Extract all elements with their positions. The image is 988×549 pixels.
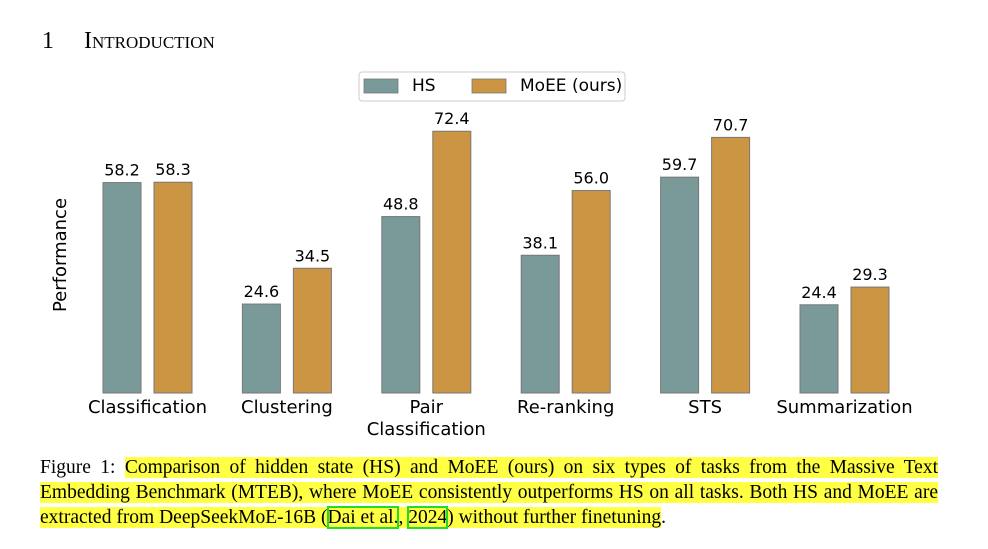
value-label: 56.0 (573, 169, 609, 188)
x-tick-label: Classification (88, 397, 207, 418)
value-label: 48.8 (383, 195, 419, 214)
bar (520, 254, 560, 394)
bar (571, 190, 611, 394)
value-label: 70.7 (713, 115, 749, 134)
section-number: 1 (42, 28, 54, 54)
x-tick-label: Clustering (241, 397, 333, 418)
legend-label: HS (412, 76, 436, 96)
value-label: 38.1 (522, 233, 558, 252)
bar (292, 267, 332, 394)
x-tick-label: STS (688, 397, 722, 418)
value-label: 58.3 (155, 160, 191, 179)
bar (102, 182, 142, 394)
bar (381, 216, 421, 394)
bar (711, 136, 751, 394)
bar (799, 304, 839, 394)
value-label: 24.4 (801, 283, 837, 302)
section-title: Introduction (84, 28, 215, 54)
caption-label: Figure 1: (40, 457, 116, 478)
figure: 1 Introduction Performance HS MoEE (ours)… (42, 28, 913, 440)
citation-sep: , (398, 507, 409, 528)
bar (432, 130, 472, 394)
x-tick-label: Summarization (776, 397, 912, 418)
caption-text-end: ) without further finetuning (447, 507, 662, 528)
citation-year[interactable]: 2024 (407, 506, 449, 529)
x-tick-label: Pair Classification (367, 397, 486, 440)
citation-author[interactable]: Dai et al. (326, 506, 400, 529)
bar (241, 303, 281, 394)
caption-period: . (661, 507, 667, 528)
legend-label: MoEE (ours) (520, 76, 622, 96)
bar (153, 181, 193, 394)
bar (660, 176, 700, 394)
value-label: 24.6 (244, 282, 280, 301)
legend-swatch (363, 78, 399, 94)
caption-text: Comparison of hidden state (HS) and MoEE… (40, 457, 938, 528)
caption: Figure 1: Comparison of hidden state (HS… (40, 455, 938, 530)
x-tick-label: Re-ranking (517, 397, 614, 418)
value-label: 34.5 (295, 246, 331, 265)
value-label: 72.4 (434, 109, 470, 128)
legend-swatch (471, 78, 507, 94)
bar (850, 286, 890, 394)
value-label: 59.7 (662, 155, 698, 174)
value-label: 58.2 (104, 161, 140, 180)
y-axis-label: Performance (50, 198, 71, 312)
value-label: 29.3 (852, 265, 888, 284)
